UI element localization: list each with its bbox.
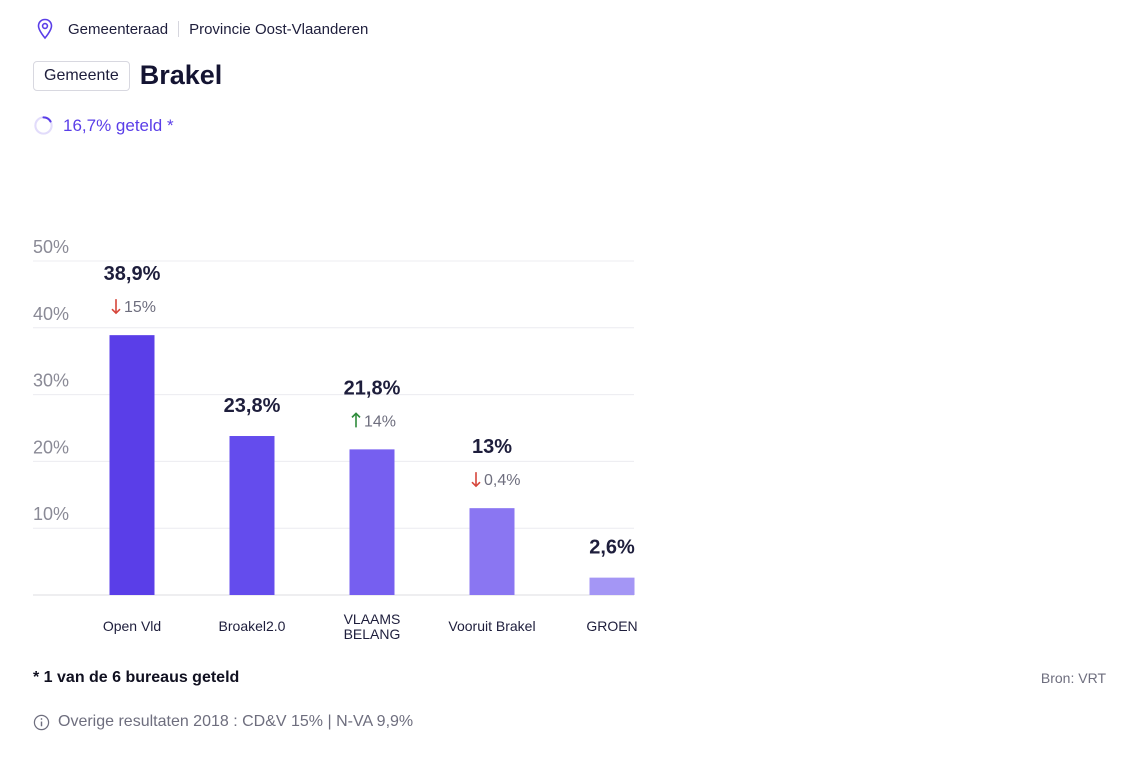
change-label: 0,4%: [484, 472, 520, 489]
bar-value-label: 23,8%: [224, 395, 281, 417]
counted-footnote: * 1 van de 6 bureaus geteld: [33, 669, 240, 686]
y-tick-label: 30%: [33, 371, 69, 391]
breadcrumb-province[interactable]: Provincie Oost-Vlaanderen: [189, 20, 369, 38]
page-title: Brakel: [139, 60, 223, 90]
bar: [469, 508, 515, 595]
arrow-down-icon: [471, 472, 481, 488]
y-tick-label: 40%: [33, 304, 69, 324]
arrow-up-icon: [351, 412, 361, 428]
municipality-tag: Gemeente: [33, 60, 130, 91]
info-icon: [33, 714, 50, 730]
x-category-label: VLAAMS BELANG: [344, 611, 401, 642]
bar: [349, 449, 395, 595]
counted-label: 16,7% geteld *: [63, 115, 174, 135]
x-category-label: Open Vld: [103, 618, 161, 634]
change-label: 15%: [124, 299, 156, 316]
bar-value-label: 21,8%: [344, 377, 401, 399]
y-tick-label: 50%: [33, 237, 69, 257]
results-chart: 10% 20% 30% 40% 50% 38,9% 15% Open Vld 23,8% Broa…: [0, 230, 660, 650]
other-results-label: Overige resultaten 2018 : CD&V 15% | N-V…: [58, 713, 414, 730]
x-category-label: GROEN: [586, 618, 637, 634]
title-row: Gemeente Brakel: [33, 60, 222, 91]
bar-value-label: 38,9%: [104, 263, 161, 285]
other-results: Overige resultaten 2018 : CD&V 15% | N-V…: [33, 713, 413, 731]
results-bar-chart: 10% 20% 30% 40% 50% 38,9% 15% Open Vld 23,8% Broa…: [33, 237, 638, 642]
y-tick-label: 10%: [33, 504, 69, 524]
source-label: Bron: VRT: [1040, 670, 1106, 686]
x-category-label: Vooruit Brakel: [448, 618, 535, 634]
location-pin-icon: [37, 18, 53, 40]
progress-spinner-icon: [34, 116, 53, 135]
breadcrumb-council[interactable]: Gemeenteraad: [68, 20, 169, 38]
arrow-down-icon: [111, 299, 121, 315]
breadcrumb: Gemeenteraad Provincie Oost-Vlaanderen: [36, 18, 368, 40]
bar: [589, 577, 635, 595]
bar-value-label: 2,6%: [589, 537, 635, 559]
y-tick-label: 20%: [33, 437, 69, 457]
counted-status: 16,7% geteld *: [33, 115, 174, 136]
bar-value-label: 13%: [472, 436, 512, 458]
breadcrumb-separator: [178, 21, 180, 37]
x-category-label: Broakel2.0: [219, 618, 286, 634]
change-label: 14%: [364, 413, 396, 430]
bar: [109, 335, 155, 595]
bar: [229, 436, 275, 595]
